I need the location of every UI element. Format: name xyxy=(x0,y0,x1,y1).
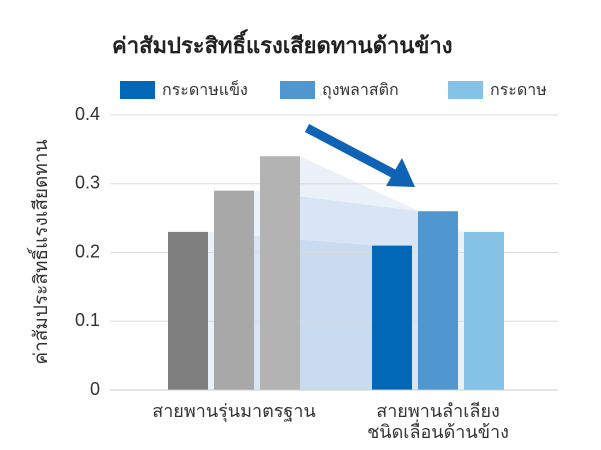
legend-label: ถุงพลาสติก xyxy=(322,82,399,100)
legend-swatch xyxy=(448,81,483,99)
y-tick-label: 0.2 xyxy=(75,241,100,261)
legend-swatch xyxy=(280,81,315,99)
arrow-head xyxy=(386,158,415,187)
x-tick-label: สายพานรุ่นมาตรฐาน xyxy=(152,401,316,422)
y-tick-label: 0.3 xyxy=(75,173,100,193)
bar xyxy=(260,156,300,390)
arrow-shaft xyxy=(304,124,401,180)
bar xyxy=(464,231,504,390)
chart-title: ค่าสัมประสิทธิ์แรงเสียดทานด้านข้าง xyxy=(112,29,453,58)
y-tick-label: 0.4 xyxy=(75,104,100,124)
legend-swatch xyxy=(120,81,155,99)
x-tick-label: สายพานลำเลียงชนิดเลื่อนด้านข้าง xyxy=(367,401,509,442)
y-tick-label: 0.1 xyxy=(75,310,100,330)
y-axis-title: ค่าสัมประสิทธิ์แรงเสียดทาน xyxy=(26,139,52,364)
legend-label: กระดาษแข็ง xyxy=(162,79,248,99)
bar xyxy=(214,190,254,390)
bar xyxy=(372,245,412,390)
legend-label: กระดาษ xyxy=(490,82,547,99)
y-tick-label: 0 xyxy=(90,379,100,399)
bar xyxy=(168,231,208,390)
bar xyxy=(418,211,458,390)
